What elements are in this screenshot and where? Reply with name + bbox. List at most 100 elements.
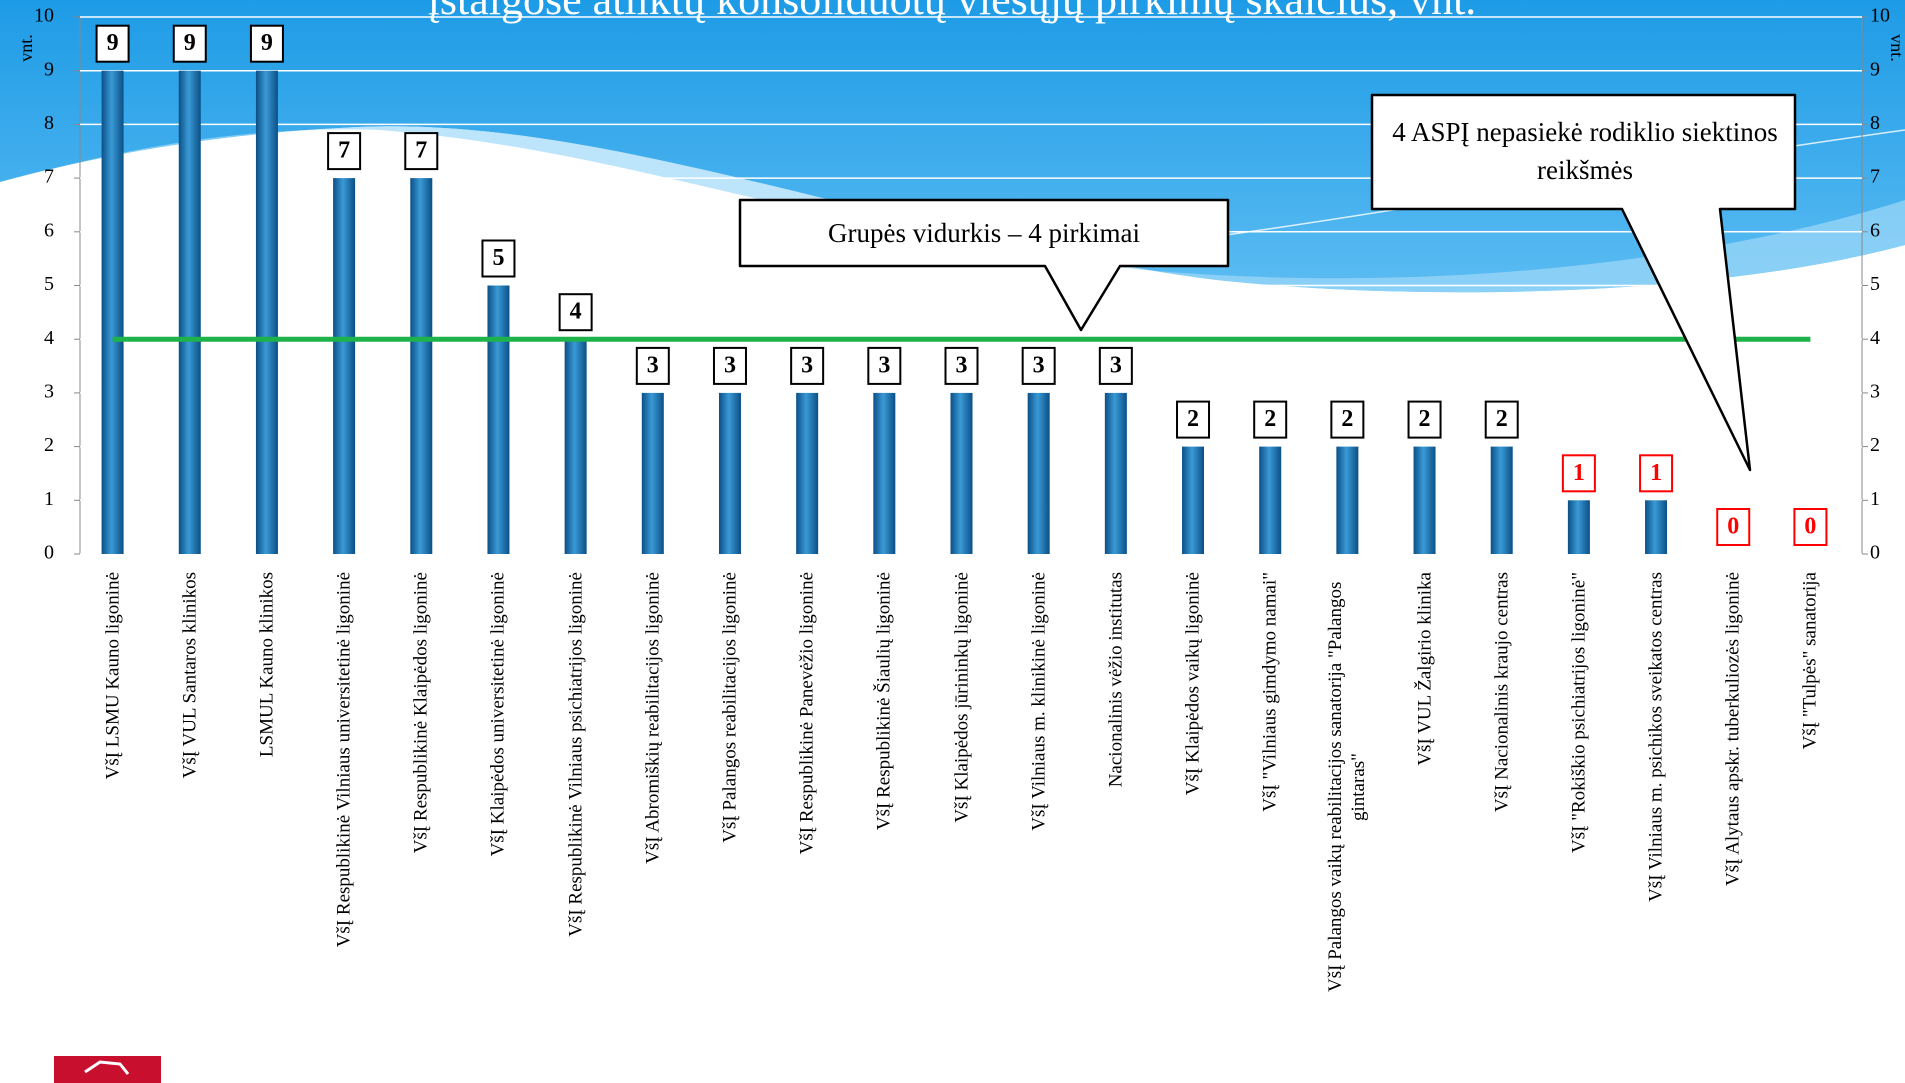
value-label-box <box>1098 346 1133 385</box>
value-label-box <box>867 346 902 385</box>
value-label: 3 <box>801 352 813 378</box>
x-tick-label: VšĮ Alytaus apskr. tuberkuliozės ligonin… <box>1722 572 1744 886</box>
x-tick-label: VšĮ Respublikinė Panevėžio ligoninė <box>796 572 818 855</box>
value-label: 3 <box>1110 352 1122 378</box>
value-label-box <box>1484 400 1519 439</box>
y-tick-label: 6 <box>44 219 54 241</box>
chart-title: įstaigose atliktų konsoliduotų viešųjų p… <box>428 0 1477 24</box>
value-label: 9 <box>261 30 273 56</box>
value-label: 2 <box>1496 406 1508 432</box>
x-tick-label: VšĮ Nacionalinis kraujo centras <box>1491 572 1513 813</box>
value-label-box <box>1176 400 1211 439</box>
value-label: 3 <box>956 352 968 378</box>
bar <box>873 392 896 554</box>
bar <box>950 392 973 554</box>
y-tick-label: 3 <box>44 380 54 402</box>
bar <box>333 178 356 554</box>
bar <box>178 70 201 554</box>
x-tick-label: VšĮ Klaipėdos vaikų ligoninė <box>1182 572 1204 796</box>
bar <box>1104 392 1127 554</box>
bar <box>1567 500 1590 554</box>
bar <box>487 285 510 554</box>
value-label: 2 <box>1341 406 1353 432</box>
bar <box>410 178 433 554</box>
y2-tick-label: 9 <box>1870 58 1880 80</box>
annotation: 4 ASPĮ nepasiekė rodiklio siektinos reik… <box>1392 117 1778 185</box>
x-tick-label: VšĮ Respublikinė Vilniaus psichiatrijos … <box>565 572 587 937</box>
value-label-box <box>404 132 439 171</box>
value-label-box <box>1021 346 1056 385</box>
y2-tick-label: 5 <box>1870 273 1880 295</box>
value-label: 3 <box>647 352 659 378</box>
y2-tick-label: 0 <box>1870 542 1880 564</box>
x-tick-label: VšĮ Respublikinė Vilniaus universitetinė… <box>333 572 355 948</box>
value-label-box <box>249 24 284 63</box>
x-tick-label: VšĮ Klaipėdos universitetinė ligoninė <box>487 572 509 857</box>
value-label: 2 <box>1264 406 1276 432</box>
value-label: 7 <box>415 138 427 164</box>
y2-axis-label: vnt. <box>1887 34 1905 62</box>
bar <box>1336 446 1359 554</box>
y-tick-label: 2 <box>44 434 54 456</box>
bar <box>564 339 587 554</box>
y2-tick-label: 4 <box>1870 327 1880 349</box>
x-tick-label: VšĮ "Vilniaus gimdymo namai" <box>1259 572 1281 812</box>
x-tick-label: VšĮ Klaipėdos jūrininkų ligoninė <box>951 572 972 823</box>
x-tick-label: VšĮ Palangos reabilitacijos ligoninė <box>719 572 741 843</box>
value-label-box <box>172 24 207 63</box>
y2-tick-label: 2 <box>1870 434 1880 456</box>
y-tick-label: 8 <box>44 112 54 134</box>
bar <box>1027 392 1050 554</box>
x-tick-label: VšĮ VUL Žalgirio klinika <box>1414 572 1436 766</box>
x-tick-label: Nacionalinis vėžio institutas <box>1105 572 1127 788</box>
value-label: 2 <box>1187 406 1199 432</box>
x-tick-label: VšĮ VUL Santaros klinikos <box>179 572 201 779</box>
value-label: 0 <box>1804 514 1816 540</box>
value-label: 4 <box>570 299 582 325</box>
value-label-box <box>712 346 747 385</box>
y-axis-label: vnt. <box>16 34 36 62</box>
value-label-box <box>1716 508 1751 546</box>
value-label: 1 <box>1650 460 1662 486</box>
value-label-box <box>635 346 670 385</box>
x-tick-label: VšĮ Vilniaus m. klinikinė ligoninė <box>1028 572 1050 831</box>
bar <box>255 70 278 554</box>
y2-tick-label: 7 <box>1870 166 1880 188</box>
callout-box <box>1370 93 1797 472</box>
bar <box>641 392 664 554</box>
value-label-box <box>481 239 516 278</box>
value-label-box <box>1561 454 1596 493</box>
value-label: 5 <box>492 245 504 271</box>
background-wave <box>0 0 1905 293</box>
y-tick-label: 7 <box>44 166 54 188</box>
y-tick-label: 1 <box>44 488 54 510</box>
bar <box>1645 500 1668 554</box>
value-label-box <box>1639 454 1674 493</box>
logo <box>54 1056 161 1083</box>
y-tick-label: 4 <box>44 327 54 349</box>
x-tick-label: VšĮ "Tulpės" sanatorija <box>1799 572 1821 750</box>
x-tick-label: VšĮ Vilniaus m. psichikos sveikatos cent… <box>1645 572 1667 902</box>
value-label: 9 <box>107 30 119 56</box>
value-label: 3 <box>878 352 890 378</box>
x-tick-label: VšĮ Palangos vaikų reabilitacijos sanato… <box>1325 581 1370 993</box>
value-label: 2 <box>1419 406 1431 432</box>
y-tick-label: 10 <box>34 5 54 27</box>
y2-tick-label: 6 <box>1870 219 1880 241</box>
bar <box>101 70 124 554</box>
value-label: 9 <box>184 30 196 56</box>
bar <box>1182 446 1205 554</box>
value-label-box <box>327 132 362 171</box>
value-label-box <box>790 346 825 385</box>
x-tick-label: VšĮ Respublikinė Klaipėdos ligoninė <box>410 572 432 854</box>
y-tick-label: 0 <box>44 542 54 564</box>
value-label: 3 <box>1033 352 1045 378</box>
bar <box>796 392 819 554</box>
annotation: Grupės vidurkis – 4 pirkimai <box>828 218 1140 248</box>
value-label: 3 <box>724 352 736 378</box>
x-tick-label: VšĮ LSMU Kauno ligoninė <box>102 572 124 780</box>
bar <box>718 392 741 554</box>
callout-box <box>738 198 1230 332</box>
